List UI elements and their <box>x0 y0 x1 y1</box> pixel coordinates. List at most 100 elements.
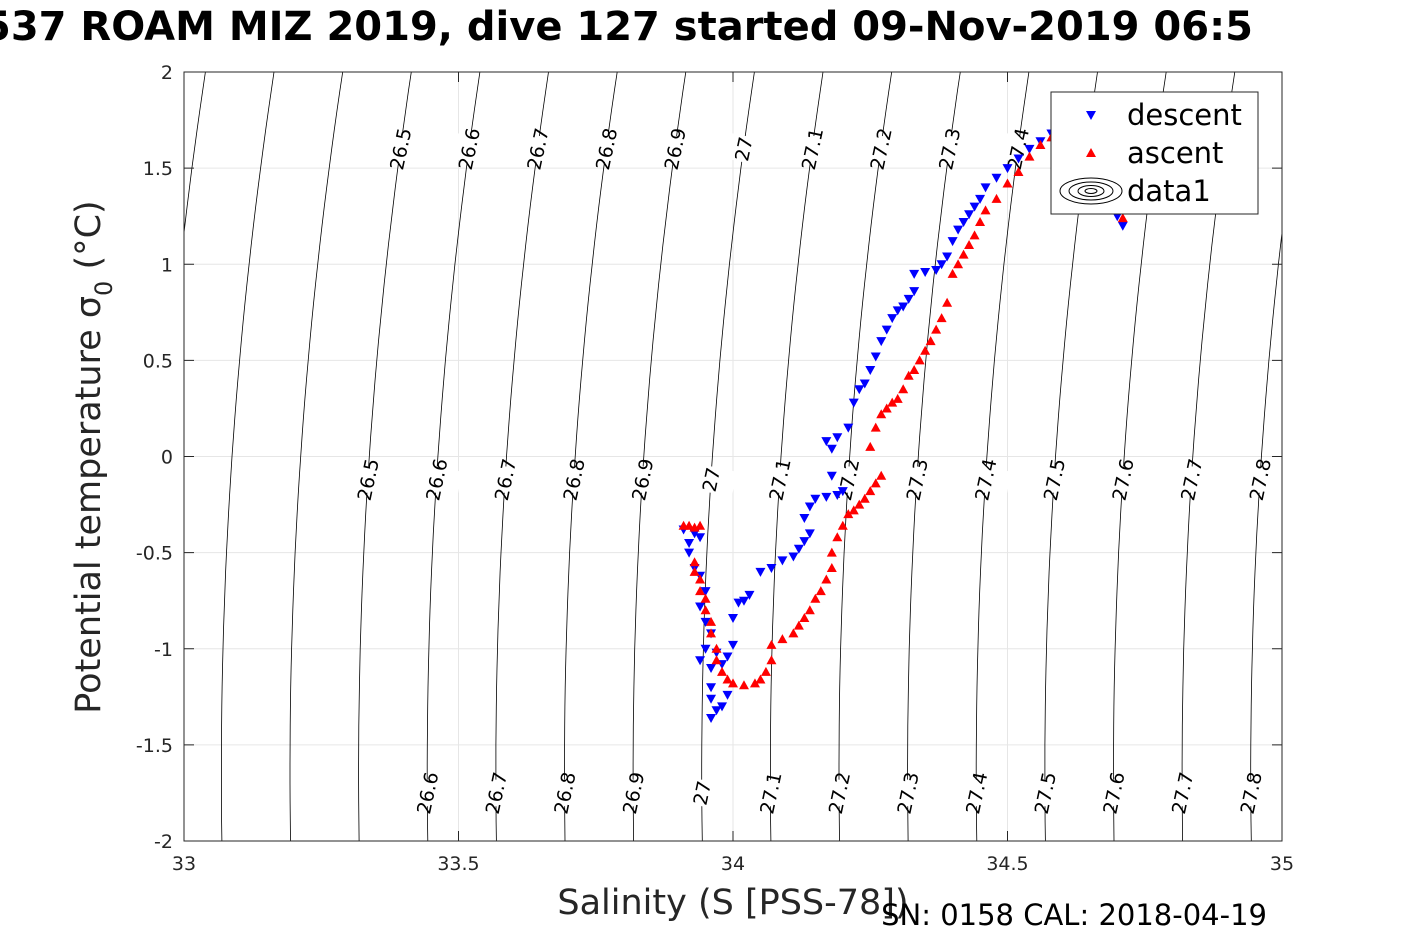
isopycnal-label-bg <box>547 461 600 498</box>
ascent-point <box>826 547 837 557</box>
y-tick-label: 1 <box>161 254 173 276</box>
isopycnal-label-bg <box>1087 775 1140 811</box>
y-tick-label: -1 <box>154 639 173 661</box>
y-axis-label-main: Potential temperature σ <box>69 296 109 714</box>
ascent-point <box>870 422 881 432</box>
ascent-point <box>821 574 832 584</box>
descent-point <box>931 266 942 276</box>
descent-point <box>964 210 975 220</box>
isopycnal-label-bg <box>606 775 660 811</box>
ascent-point <box>804 605 815 615</box>
ascent-point <box>903 370 914 380</box>
descent-point <box>706 713 717 723</box>
ascent-point <box>1117 213 1128 223</box>
ascent-point <box>892 393 903 403</box>
isopycnal-label-bg <box>785 131 839 167</box>
descent-point <box>706 663 717 673</box>
ascent-point <box>947 268 958 278</box>
isopycnal-line <box>564 72 618 841</box>
isopycnal-label-bg <box>374 131 427 167</box>
ascent-point <box>925 336 936 346</box>
x-tick-label: 34.5 <box>986 853 1028 875</box>
ascent-point <box>931 324 942 334</box>
legend-ascent-marker <box>1086 148 1096 157</box>
isopycnal-label-bg <box>469 775 523 811</box>
isopycnal-label-bg <box>923 131 976 167</box>
legend-descent-marker <box>1086 111 1096 120</box>
descent-point <box>722 690 733 700</box>
descent-point <box>832 433 843 443</box>
descent-point <box>865 365 876 375</box>
ascent-point <box>738 680 749 690</box>
isopycnal-contours <box>184 72 1417 841</box>
descent-point <box>975 194 986 204</box>
isopycnal-label-bg <box>1155 775 1209 811</box>
y-tick-label: 1.5 <box>143 158 173 180</box>
data-series <box>678 124 1128 723</box>
isopycnal-label-bg <box>1165 461 1218 498</box>
isopycnal-label-bg <box>675 775 728 811</box>
descent-point <box>909 269 920 279</box>
x-tick-label: 34 <box>721 853 745 875</box>
descent-point <box>1024 144 1035 154</box>
y-tick-label: 0.5 <box>143 350 173 372</box>
y-axis: 2 1.5 1 0.5 0 -0.5 -1 -1.5 -2 <box>136 62 1282 853</box>
series-ascent <box>678 124 1128 690</box>
isopycnal-line <box>975 72 1030 841</box>
isopycnal-label-bg <box>648 131 702 167</box>
isopycnal-label-bg <box>442 131 496 167</box>
descent-point <box>821 492 832 502</box>
ascent-point <box>711 655 722 665</box>
descent-point <box>870 352 881 362</box>
y-tick-label: -2 <box>154 831 173 853</box>
ascent-point <box>799 612 810 622</box>
descent-point <box>766 564 777 574</box>
ascent-point <box>898 384 909 394</box>
ascent-point <box>777 634 788 644</box>
isopycnal-label-bg <box>881 775 934 811</box>
descent-point <box>728 640 738 650</box>
ascent-point <box>826 563 837 573</box>
ascent-point <box>760 666 771 676</box>
isopycnal-label-bg <box>538 775 591 811</box>
descent-point <box>936 260 947 270</box>
isopycnal-line <box>1388 72 1417 841</box>
isopycnal-label-bg <box>401 775 454 811</box>
ascent-point <box>810 593 821 603</box>
legend-item-ascent: ascent <box>1086 136 1223 170</box>
ascent-point <box>980 205 991 215</box>
isopycnal-label-bg <box>616 461 669 498</box>
descent-point <box>706 694 717 704</box>
isopycnal-label-bg <box>812 775 866 811</box>
ascent-point <box>975 216 986 226</box>
legend-box <box>1050 91 1259 215</box>
isopycnal-label-bg <box>410 461 463 498</box>
isopycnal-label: 27 <box>689 779 716 807</box>
descent-point <box>903 294 914 304</box>
isopycnal-label-bg <box>744 775 797 811</box>
legend-data1-contour-icon <box>1059 177 1123 205</box>
isopycnal-label-bg <box>854 131 907 167</box>
descent-point <box>700 587 711 597</box>
ascent-point <box>881 403 892 413</box>
ascent-point <box>964 240 975 250</box>
ascent-point <box>958 249 969 259</box>
ascent-point <box>865 486 876 496</box>
ascent-point <box>909 364 920 374</box>
y-axis-label-unit: (°C) <box>69 200 109 280</box>
descent-point <box>980 183 991 193</box>
ascent-point <box>700 605 711 615</box>
ascent-point <box>876 470 887 480</box>
y-tick-label: 0 <box>161 447 173 469</box>
descent-point <box>799 514 810 524</box>
isopycnal-line <box>358 72 412 841</box>
isopycnal-label-bg <box>890 461 943 498</box>
descent-point <box>799 537 810 547</box>
isopycnal-label-bg <box>959 461 1012 498</box>
isopycnal-label-bg <box>511 131 564 167</box>
isopycnal-label-bg <box>580 131 633 167</box>
ascent-point <box>695 586 706 596</box>
ascent-point <box>684 520 695 530</box>
descent-point <box>700 644 711 654</box>
